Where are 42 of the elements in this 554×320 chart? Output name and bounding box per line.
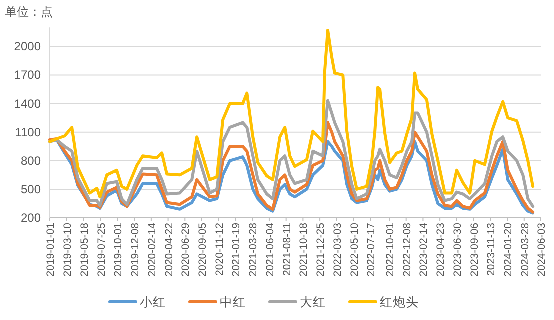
x-tick-label: 2020-11-12 — [214, 222, 226, 276]
x-tick-label: 2019-10-01 — [112, 222, 125, 277]
x-tick-label: 2022-03-03 — [332, 222, 344, 277]
x-tick-label: 2023-11-13 — [486, 222, 498, 276]
x-tick-label: 2022-10-01 — [384, 222, 396, 277]
x-tick-label: 2020-02-14 — [146, 222, 158, 277]
y-tick-label: 2000 — [14, 40, 42, 54]
x-tick-label: 2020-04-22 — [163, 222, 176, 277]
legend-label: 小红 — [140, 296, 166, 310]
y-tick-label: 800 — [20, 154, 42, 168]
x-tick-label: 2021-03-28 — [248, 222, 260, 277]
x-tick-label: 2019-05-18 — [78, 222, 91, 277]
legend-label: 大红 — [300, 296, 326, 310]
x-tick-label: 2021-10-18 — [298, 222, 310, 277]
x-tick-label: 2021-12-25 — [315, 222, 328, 277]
x-tick-label: 2022-05-10 — [348, 222, 361, 277]
x-tick-label: 2019-01-01 — [45, 222, 57, 277]
x-tick-label: 2023-09-06 — [468, 222, 481, 277]
x-tick-label: 2021-08-11 — [281, 222, 294, 276]
x-tick-label: 2024-06-03 — [536, 222, 548, 277]
legend-label: 红炮头 — [380, 296, 419, 310]
x-tick-label: 2024-03-28 — [519, 222, 532, 277]
y-tick-label: 200 — [20, 211, 42, 225]
x-tick-label: 2019-12-08 — [130, 222, 142, 277]
y-tick-label: 1100 — [15, 125, 42, 140]
x-tick-label: 2022-12-08 — [401, 222, 414, 277]
x-tick-label: 2021-01-19 — [230, 222, 243, 277]
y-tick-label: 1400 — [14, 96, 42, 111]
x-tick-label: 2024-01-20 — [502, 222, 515, 277]
x-tick-label: 2019-07-25 — [96, 222, 108, 277]
y-axis-title: 单位：点 — [5, 5, 53, 19]
x-tick-label: 2023-02-14 — [418, 222, 430, 277]
x-tick-label: 2023-04-23 — [435, 222, 448, 277]
y-tick-label: 1700 — [14, 68, 42, 82]
x-tick-label: 2023-06-30 — [452, 222, 464, 277]
x-tick-label: 2020-09-05 — [197, 222, 210, 277]
y-tick-label: 500 — [20, 182, 42, 196]
legend-label: 中红 — [220, 296, 246, 310]
x-tick-label: 2019-03-10 — [62, 222, 74, 277]
x-tick-label: 2021-06-04 — [264, 222, 276, 277]
x-tick-label: 2020-06-29 — [180, 222, 192, 277]
x-tick-label: 2022-07-17 — [366, 222, 378, 277]
